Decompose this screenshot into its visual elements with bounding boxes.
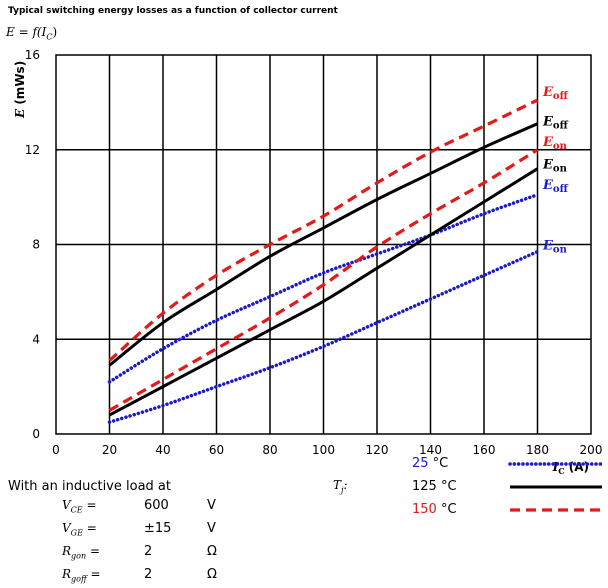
y-tick-label: 16 xyxy=(25,48,40,62)
conditions-heading: With an inductive load at xyxy=(8,479,171,494)
series-line-on-150 xyxy=(108,148,539,412)
curve-label: Eon xyxy=(542,135,568,152)
temperature-legend-item: 150 °C xyxy=(412,502,457,517)
y-tick-label: 4 xyxy=(32,332,40,346)
series-line-off-150 xyxy=(108,98,539,362)
series-line-on-25 xyxy=(107,249,540,424)
series-line-on-125 xyxy=(108,167,539,417)
temperature-unit: °C xyxy=(436,502,457,517)
x-tick-label: 180 xyxy=(526,443,549,457)
legend-line-sample xyxy=(510,485,602,489)
y-tick-label: 0 xyxy=(32,427,40,441)
x-tick-label: 140 xyxy=(419,443,442,457)
x-tick-label: 0 xyxy=(52,443,60,457)
condition-label: Rgoff = xyxy=(62,567,101,584)
x-tick-label: 200 xyxy=(580,443,603,457)
x-tick-label: 120 xyxy=(366,443,389,457)
temperature-value: 25 xyxy=(412,456,429,471)
series-line-off-25 xyxy=(107,193,540,384)
curve-label: Eon xyxy=(542,158,568,175)
temperature-legend-item: 125 °C xyxy=(412,479,457,494)
condition-value: ±15 xyxy=(144,521,172,536)
chart-subtitle: E = f(IC) xyxy=(6,25,58,42)
x-tick-label: 60 xyxy=(209,443,224,457)
temperature-value: 125 xyxy=(412,479,437,494)
chart-title: Typical switching energy losses as a fun… xyxy=(8,6,338,16)
y-tick-label: 12 xyxy=(25,143,40,157)
legend-line-sample xyxy=(508,462,604,466)
curve-label: Eoff xyxy=(542,85,569,102)
temperature-legend-item: 25 °C xyxy=(412,456,448,471)
condition-value: 600 xyxy=(144,498,169,513)
x-tick-label: 20 xyxy=(102,443,117,457)
condition-unit: V xyxy=(207,498,216,513)
condition-unit: Ω xyxy=(207,544,217,559)
y-axis-label: E (mWs) xyxy=(13,61,27,119)
temperature-value: 150 xyxy=(412,502,437,517)
y-tick-label: 8 xyxy=(32,238,40,252)
series-line-off-125 xyxy=(108,122,539,367)
temperature-unit: °C xyxy=(436,479,457,494)
condition-value: 2 xyxy=(144,544,153,559)
tj-label: Tj: xyxy=(333,478,348,495)
x-tick-label: 40 xyxy=(155,443,170,457)
x-tick-label: 80 xyxy=(262,443,277,457)
curve-label: Eon xyxy=(542,239,568,256)
condition-value: 2 xyxy=(144,567,153,582)
condition-label: VGE = xyxy=(62,521,97,538)
condition-unit: V xyxy=(207,521,216,536)
temperature-unit: °C xyxy=(428,456,449,471)
legend-line-sample xyxy=(510,508,602,512)
condition-label: VCE = xyxy=(62,498,97,515)
x-tick-label: 160 xyxy=(473,443,496,457)
curve-label: Eoff xyxy=(542,178,569,195)
x-tick-label: 100 xyxy=(312,443,335,457)
curve-label: Eoff xyxy=(542,115,569,132)
condition-label: Rgon = xyxy=(62,544,101,561)
condition-unit: Ω xyxy=(207,567,217,582)
